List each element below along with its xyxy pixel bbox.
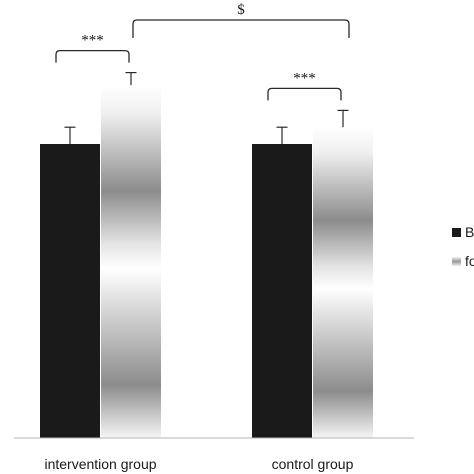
significance-bracket-between-label: $ — [237, 2, 245, 18]
bar-fo-control — [313, 127, 373, 438]
category-label: intervention group — [44, 456, 156, 472]
legend-swatch — [452, 257, 461, 266]
significance-bracket-within-label: *** — [293, 70, 316, 86]
bar-b-intervention — [40, 144, 100, 438]
significance-annotations: *** *** $ — [55, 2, 350, 101]
significance-bracket-between-line — [132, 19, 350, 38]
significance-bracket-within-line — [267, 87, 342, 101]
legend-label: B — [465, 224, 474, 240]
bar-fo-intervention — [101, 85, 161, 438]
legend-label: fo — [465, 253, 474, 269]
bars-layer — [40, 85, 373, 438]
category-labels: intervention group control group — [44, 456, 353, 472]
legend: Bfo — [452, 224, 474, 269]
significance-bracket-within-label: *** — [81, 33, 104, 49]
bar-b-control — [252, 144, 312, 438]
error-bars-layer — [64, 71, 349, 144]
category-label: control group — [272, 456, 354, 472]
significance-bracket-within-line — [55, 49, 130, 63]
legend-swatch — [452, 228, 461, 237]
